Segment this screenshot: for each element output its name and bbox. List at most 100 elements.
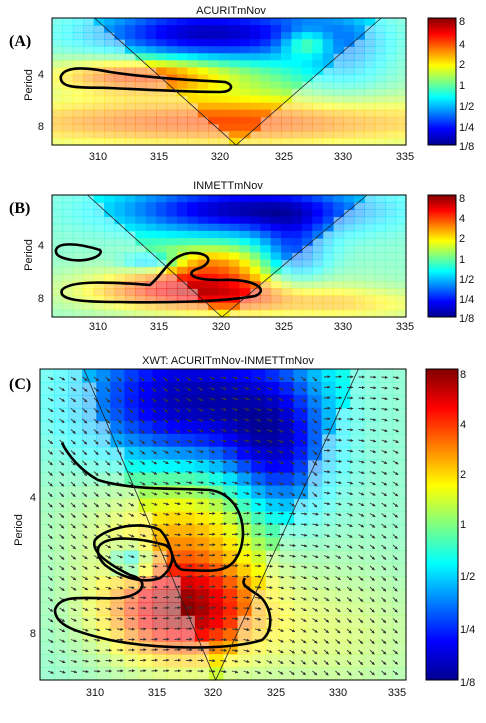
heat-cell xyxy=(54,485,69,500)
heat-cell xyxy=(104,116,116,125)
heat-cell xyxy=(312,116,324,125)
phase-arrow xyxy=(243,428,250,432)
heat-cell xyxy=(166,266,178,275)
heat-cell xyxy=(187,223,199,232)
heat-cell xyxy=(124,60,136,68)
heat-cell xyxy=(260,32,272,40)
heat-cell xyxy=(249,209,261,218)
heat-cell xyxy=(110,602,126,616)
heat-cell xyxy=(156,309,168,318)
panel-c-frame xyxy=(39,368,407,681)
heat-cell xyxy=(237,369,252,383)
heat-cell xyxy=(385,95,397,104)
phase-arrow xyxy=(139,429,146,434)
phase-arrow xyxy=(82,492,88,497)
phase-arrow xyxy=(47,376,54,381)
phase-arrow xyxy=(174,376,180,382)
heat-cell xyxy=(281,273,293,282)
heat-cell xyxy=(312,67,324,76)
heat-cell xyxy=(208,130,220,139)
heat-cell xyxy=(251,433,266,448)
heat-cell xyxy=(395,216,407,225)
phase-arrow xyxy=(59,618,66,622)
heat-cell xyxy=(138,369,154,383)
phase-arrow xyxy=(266,376,273,380)
heat-cell xyxy=(293,381,309,396)
heat-cell xyxy=(322,281,334,289)
heat-cell xyxy=(208,67,220,76)
heat-cell xyxy=(312,137,324,146)
heat-cell xyxy=(237,407,252,422)
phase-arrow xyxy=(93,648,101,653)
heat-cell xyxy=(237,498,252,513)
phase-arrow xyxy=(139,554,147,558)
phase-arrow xyxy=(82,460,88,466)
heat-cell xyxy=(353,259,365,268)
heat-cell xyxy=(385,209,397,218)
phase-arrow xyxy=(116,439,122,445)
phase-arrow xyxy=(369,396,377,400)
phase-arrow xyxy=(47,439,54,445)
phase-arrow xyxy=(335,618,341,623)
phase-arrow xyxy=(70,429,76,434)
phase-arrow xyxy=(116,565,124,569)
heat-cell xyxy=(335,667,351,681)
heat-cell xyxy=(343,102,355,111)
phase-arrow xyxy=(93,450,99,456)
heat-cell xyxy=(40,615,55,629)
phase-arrow xyxy=(197,574,205,578)
heat-cell xyxy=(145,223,157,232)
heat-cell xyxy=(281,88,293,97)
panel-a-cbar-8: 8 xyxy=(459,16,465,28)
phase-arrow xyxy=(243,439,250,443)
heat-cell xyxy=(291,95,303,104)
heat-cell xyxy=(249,302,261,311)
heat-cell xyxy=(187,195,199,203)
phase-arrow xyxy=(323,375,331,379)
heat-cell xyxy=(218,288,230,297)
phase-arrow xyxy=(220,670,227,674)
heat-cell xyxy=(279,498,294,513)
heat-cell xyxy=(251,394,266,409)
heat-cell xyxy=(52,88,64,97)
phase-arrow xyxy=(105,628,112,632)
heat-cell xyxy=(114,230,126,239)
heat-cell xyxy=(291,18,303,26)
heat-cell xyxy=(145,209,157,218)
phase-arrow xyxy=(151,554,158,558)
heat-cell xyxy=(187,32,199,40)
heat-cell xyxy=(62,216,74,225)
heat-cell xyxy=(281,130,293,139)
phase-arrow xyxy=(185,470,193,474)
heat-cell xyxy=(208,288,220,297)
phase-arrow xyxy=(381,375,389,379)
heat-cell xyxy=(374,18,386,26)
heat-cell xyxy=(343,123,355,132)
heat-cell xyxy=(239,137,251,146)
phase-arrow xyxy=(105,513,111,518)
heat-cell xyxy=(377,446,393,461)
heat-cell xyxy=(349,511,365,526)
phase-arrow xyxy=(174,471,181,475)
phase-arrow xyxy=(358,565,364,571)
heat-cell xyxy=(301,32,313,40)
heat-cell xyxy=(229,281,241,289)
heat-cell xyxy=(187,60,199,68)
heat-cell xyxy=(343,109,355,118)
phase-arrow xyxy=(392,450,399,454)
heat-cell xyxy=(124,654,140,668)
phase-arrow xyxy=(105,586,112,590)
heat-cell xyxy=(138,641,154,655)
heat-cell xyxy=(104,238,116,246)
phase-arrow xyxy=(185,512,193,516)
heat-cell xyxy=(349,667,365,681)
heat-cell xyxy=(307,589,323,603)
heat-cell xyxy=(321,563,337,577)
phase-arrow xyxy=(93,387,99,392)
heat-cell xyxy=(353,266,365,275)
heat-cell xyxy=(291,252,303,261)
heat-cell xyxy=(391,394,407,409)
heat-cell xyxy=(124,102,136,111)
heat-cell xyxy=(237,381,252,396)
heat-cell xyxy=(52,266,64,275)
